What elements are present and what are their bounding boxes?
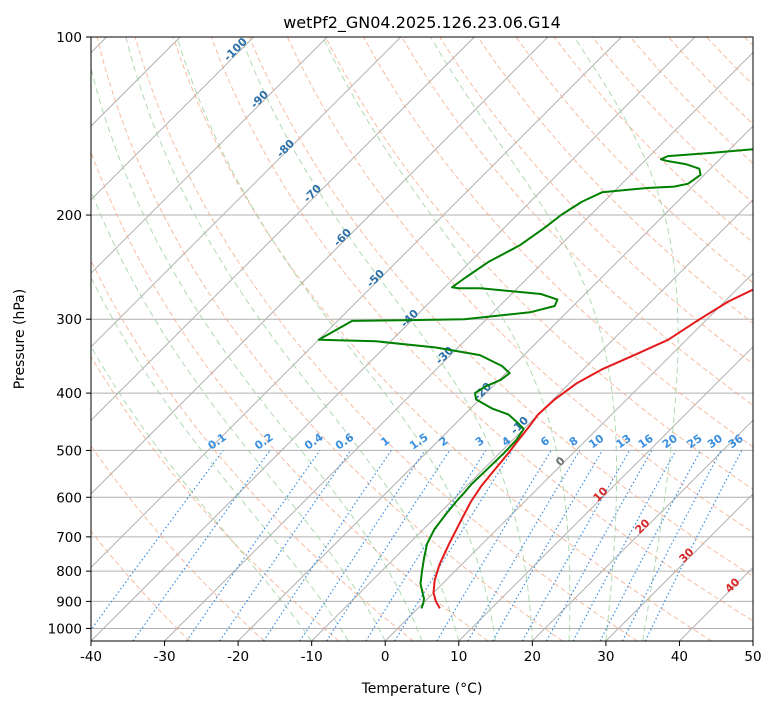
y-axis-title: Pressure (hPa) (12, 289, 28, 389)
background-lines (91, 37, 753, 641)
y-tick-label: 700 (56, 530, 82, 546)
dry-adiabat (91, 355, 340, 641)
y-tick-label: 300 (56, 312, 82, 328)
x-tick-label: 50 (744, 649, 761, 665)
isotherm--30 (164, 51, 753, 641)
dry-adiabat (248, 37, 753, 577)
isotherm-30 (605, 493, 753, 641)
dry-adiabat (172, 37, 713, 641)
moist-adiabat (573, 37, 679, 641)
moist-adiabat (91, 189, 386, 641)
x-tick-label: -20 (227, 649, 249, 665)
mixing-ratio-line (572, 450, 677, 641)
isotherm-10 (458, 346, 753, 641)
y-tick-label: 200 (56, 208, 82, 224)
moist-adiabat (91, 66, 423, 641)
isotherm-0 (384, 272, 753, 641)
isotherm--90 (91, 37, 328, 274)
moist-adiabat (240, 37, 533, 641)
chart-title: wetPf2_GN04.2025.126.23.06.G14 (283, 13, 561, 33)
y-tick-label: 900 (56, 594, 82, 610)
x-tick-label: 30 (597, 649, 614, 665)
mixing-ratio-line (299, 450, 426, 641)
x-tick-label: 40 (671, 649, 688, 665)
mixing-ratio-line (644, 450, 743, 641)
mixing-ratio-line (91, 450, 224, 631)
y-tick-label: 400 (56, 386, 82, 402)
mixing-ratio-line (186, 450, 321, 641)
dry-adiabat (325, 37, 753, 490)
x-tick-label: 20 (524, 649, 541, 665)
dry-adiabat (515, 37, 753, 284)
mixing-ratio-line (394, 450, 513, 641)
temperature-line (432, 288, 753, 609)
y-tick-label: 600 (56, 490, 82, 506)
mixing-ratio-line (546, 450, 653, 641)
dry-adiabat (91, 150, 489, 641)
isotherm--60 (91, 37, 549, 495)
mixing-ratio-line (219, 450, 352, 641)
moist-adiabat (125, 37, 460, 641)
mixing-ratio-line (262, 450, 392, 641)
dry-adiabat (477, 37, 753, 324)
moist-adiabat (430, 37, 618, 641)
moist-adiabat (91, 345, 313, 641)
x-tick-label: -10 (301, 649, 323, 665)
x-tick-label: 0 (381, 649, 390, 665)
x-tick-label: 10 (450, 649, 467, 665)
dry-adiabat (401, 37, 753, 406)
isotherm--20 (237, 125, 753, 641)
dry-adiabat (134, 37, 638, 641)
mixing-ratio-line (521, 450, 631, 641)
x-tick-label: -40 (80, 649, 102, 665)
plot-area (91, 37, 753, 641)
y-tick-label: 100 (56, 30, 82, 46)
dry-adiabat (91, 530, 191, 641)
dry-adiabat (91, 259, 414, 641)
isotherm--40 (91, 37, 696, 641)
isotherm--70 (91, 37, 475, 422)
moist-adiabat (91, 276, 349, 641)
x-axis-title: Temperature (°C) (361, 681, 483, 697)
axes: -40 -30 -20 -10 0 10 20 30 40 50 100 200 300 400 500 60… (48, 30, 762, 665)
dry-adiabat (91, 444, 265, 641)
mixing-ratio-line (132, 450, 271, 641)
moist-adiabat (322, 37, 571, 641)
dry-adiabat (96, 37, 563, 641)
x-tick-label: -30 (154, 649, 176, 665)
y-tick-label: 1000 (48, 621, 82, 637)
isotherm--80 (91, 37, 402, 348)
isotherm-20 (531, 419, 753, 641)
mixing-ratio-line (326, 450, 451, 641)
y-tick-label: 500 (56, 443, 82, 459)
isotherm--100 (91, 37, 255, 201)
plot-frame (90, 36, 754, 642)
dry-adiabat (210, 37, 753, 622)
y-tick-label: 800 (56, 564, 82, 580)
profile-series (317, 148, 753, 609)
moist-adiabat (176, 37, 497, 641)
dewpoint-line (317, 148, 753, 609)
